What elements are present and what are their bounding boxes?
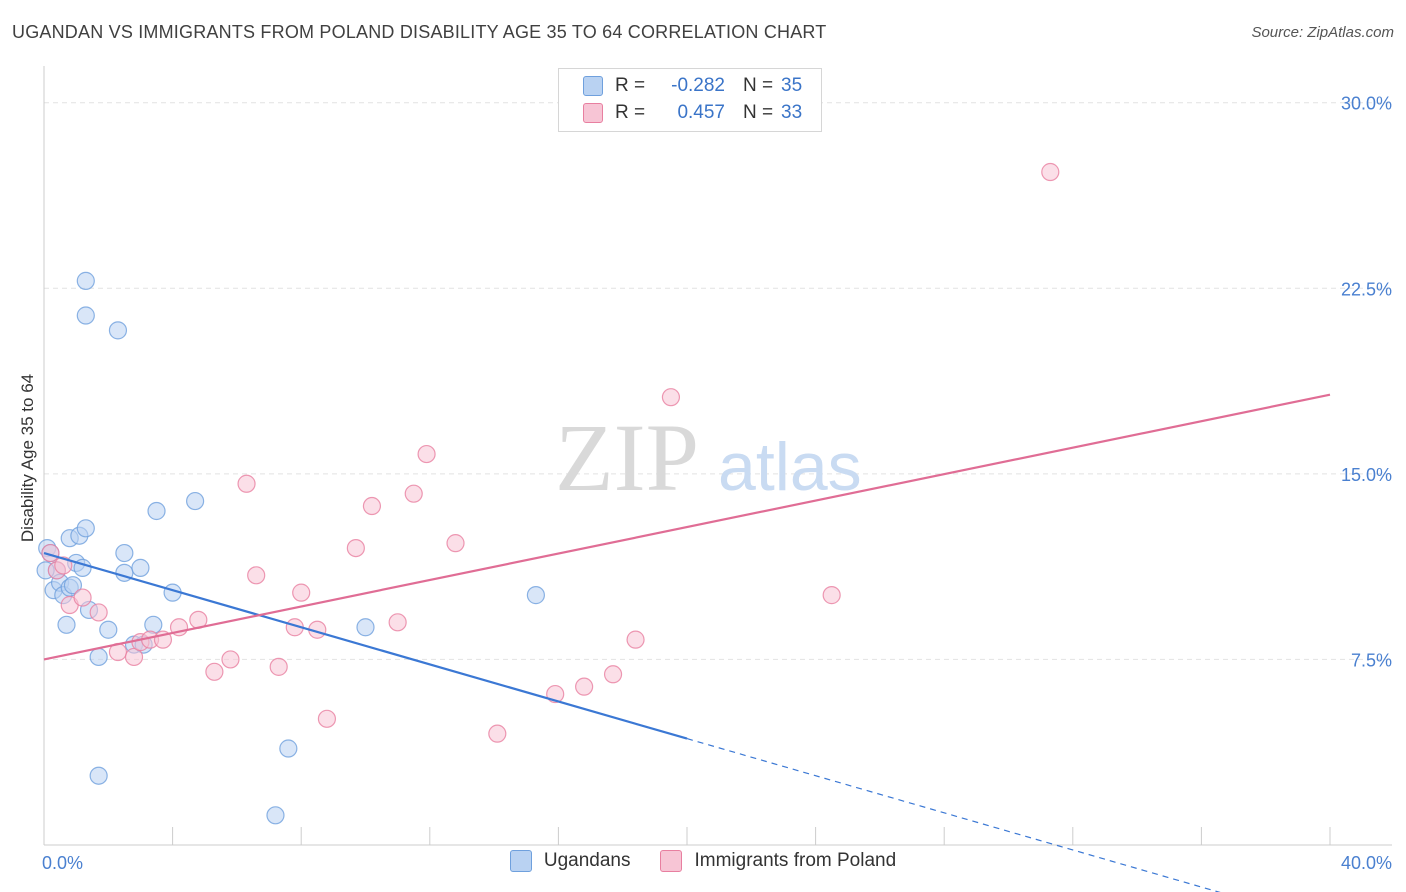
legend-swatch-ugandans: [509, 850, 532, 872]
ugandans-point: [99, 620, 118, 639]
y-tick-label: 7.5%: [1351, 650, 1392, 670]
legend-n-value: 35: [781, 75, 803, 96]
poland-point: [388, 613, 407, 632]
y-tick-label: 15.0%: [1341, 465, 1392, 485]
ugandans-point: [76, 519, 95, 538]
legend-n-label: N =: [743, 75, 774, 96]
series-legend: Ugandans Immigrants from Poland: [0, 850, 1406, 872]
legend-r-label: R =: [615, 75, 646, 96]
ugandans-point: [57, 615, 76, 634]
ugandans-point: [279, 739, 298, 758]
legend-swatch-poland: [583, 103, 603, 123]
poland-point: [89, 603, 108, 622]
poland-point: [603, 665, 623, 684]
poland-point: [661, 388, 681, 407]
ugandans-point: [63, 576, 83, 595]
poland-point: [73, 588, 92, 607]
poland-point: [488, 724, 507, 743]
poland-point: [221, 650, 240, 669]
watermark-zip: ZIP: [555, 404, 699, 511]
axis-layer: 7.5% 15.0% 22.5% 30.0% 0.0% 40.0%: [42, 66, 1392, 873]
poland-point: [446, 534, 465, 553]
poland-point: [626, 630, 645, 649]
stats-legend: R = -0.282 N = 35 R = 0.457 N = 33: [558, 68, 822, 132]
legend-row-ugandans: R = -0.282 N = 35: [583, 73, 802, 99]
source-credit: Source: ZipAtlas.com: [1251, 24, 1394, 41]
poland-point: [362, 496, 382, 516]
ugandans-point: [356, 618, 375, 637]
poland-point: [346, 538, 365, 558]
ugandans-point: [266, 806, 285, 825]
legend-label-ugandans: Ugandans: [543, 850, 631, 871]
legend-label-poland: Immigrants from Poland: [694, 850, 897, 871]
poland-point: [317, 709, 337, 728]
legend-swatch-poland: [660, 850, 683, 872]
ugandans-point: [131, 558, 150, 577]
chart-title: UGANDAN VS IMMIGRANTS FROM POLAND DISABI…: [12, 22, 827, 42]
x-tick-label: 0.0%: [42, 853, 83, 873]
poland-point: [269, 657, 288, 676]
ugandans-point: [526, 586, 545, 605]
legend-n-label: N =: [743, 102, 774, 123]
poland-point: [41, 543, 60, 563]
y-tick-label: 22.5%: [1341, 279, 1392, 299]
legend-r-value: -0.282: [671, 75, 725, 96]
watermark-atlas: atlas: [718, 429, 862, 505]
ugandans-point: [76, 271, 95, 290]
legend-item-poland[interactable]: Immigrants from Poland: [660, 850, 896, 872]
watermark: ZIP atlas: [555, 404, 862, 511]
poland-point: [417, 444, 436, 464]
poland-point: [575, 677, 594, 696]
ugandans-point: [108, 321, 128, 340]
y-axis-label: Disability Age 35 to 64: [18, 374, 37, 542]
poland-point: [292, 583, 311, 602]
trend-layer: [43, 393, 1331, 892]
ugandans-point: [144, 615, 163, 634]
ugandans-point: [89, 766, 108, 785]
ugandans-point: [147, 501, 166, 521]
ugandans-point: [186, 491, 205, 511]
poland-point: [404, 484, 423, 503]
ugandans-point: [89, 647, 108, 667]
x-tick-label: 40.0%: [1341, 853, 1392, 873]
legend-row-poland: R = 0.457 N = 33: [583, 100, 802, 126]
legend-r-value: 0.457: [677, 102, 725, 123]
y-tick-label: 30.0%: [1341, 94, 1392, 114]
ugandans-trend-line: [43, 551, 688, 740]
poland-trend-line: [43, 393, 1331, 661]
ugandans-trend-extension: [686, 738, 1221, 892]
poland-point: [54, 556, 73, 575]
legend-r-label: R =: [615, 102, 646, 123]
poland-point: [237, 474, 256, 493]
legend-n-value: 33: [781, 102, 803, 123]
poland-point: [822, 586, 841, 605]
poland-point: [1041, 162, 1060, 182]
legend-item-ugandans[interactable]: Ugandans: [509, 850, 631, 872]
grid-layer: [44, 102, 1392, 660]
ugandans-point: [76, 306, 95, 325]
poland-point: [247, 566, 266, 585]
legend-swatch-ugandans: [583, 76, 603, 96]
points-layer: [36, 162, 1060, 825]
ugandans-point: [115, 543, 134, 563]
poland-point: [205, 662, 224, 681]
